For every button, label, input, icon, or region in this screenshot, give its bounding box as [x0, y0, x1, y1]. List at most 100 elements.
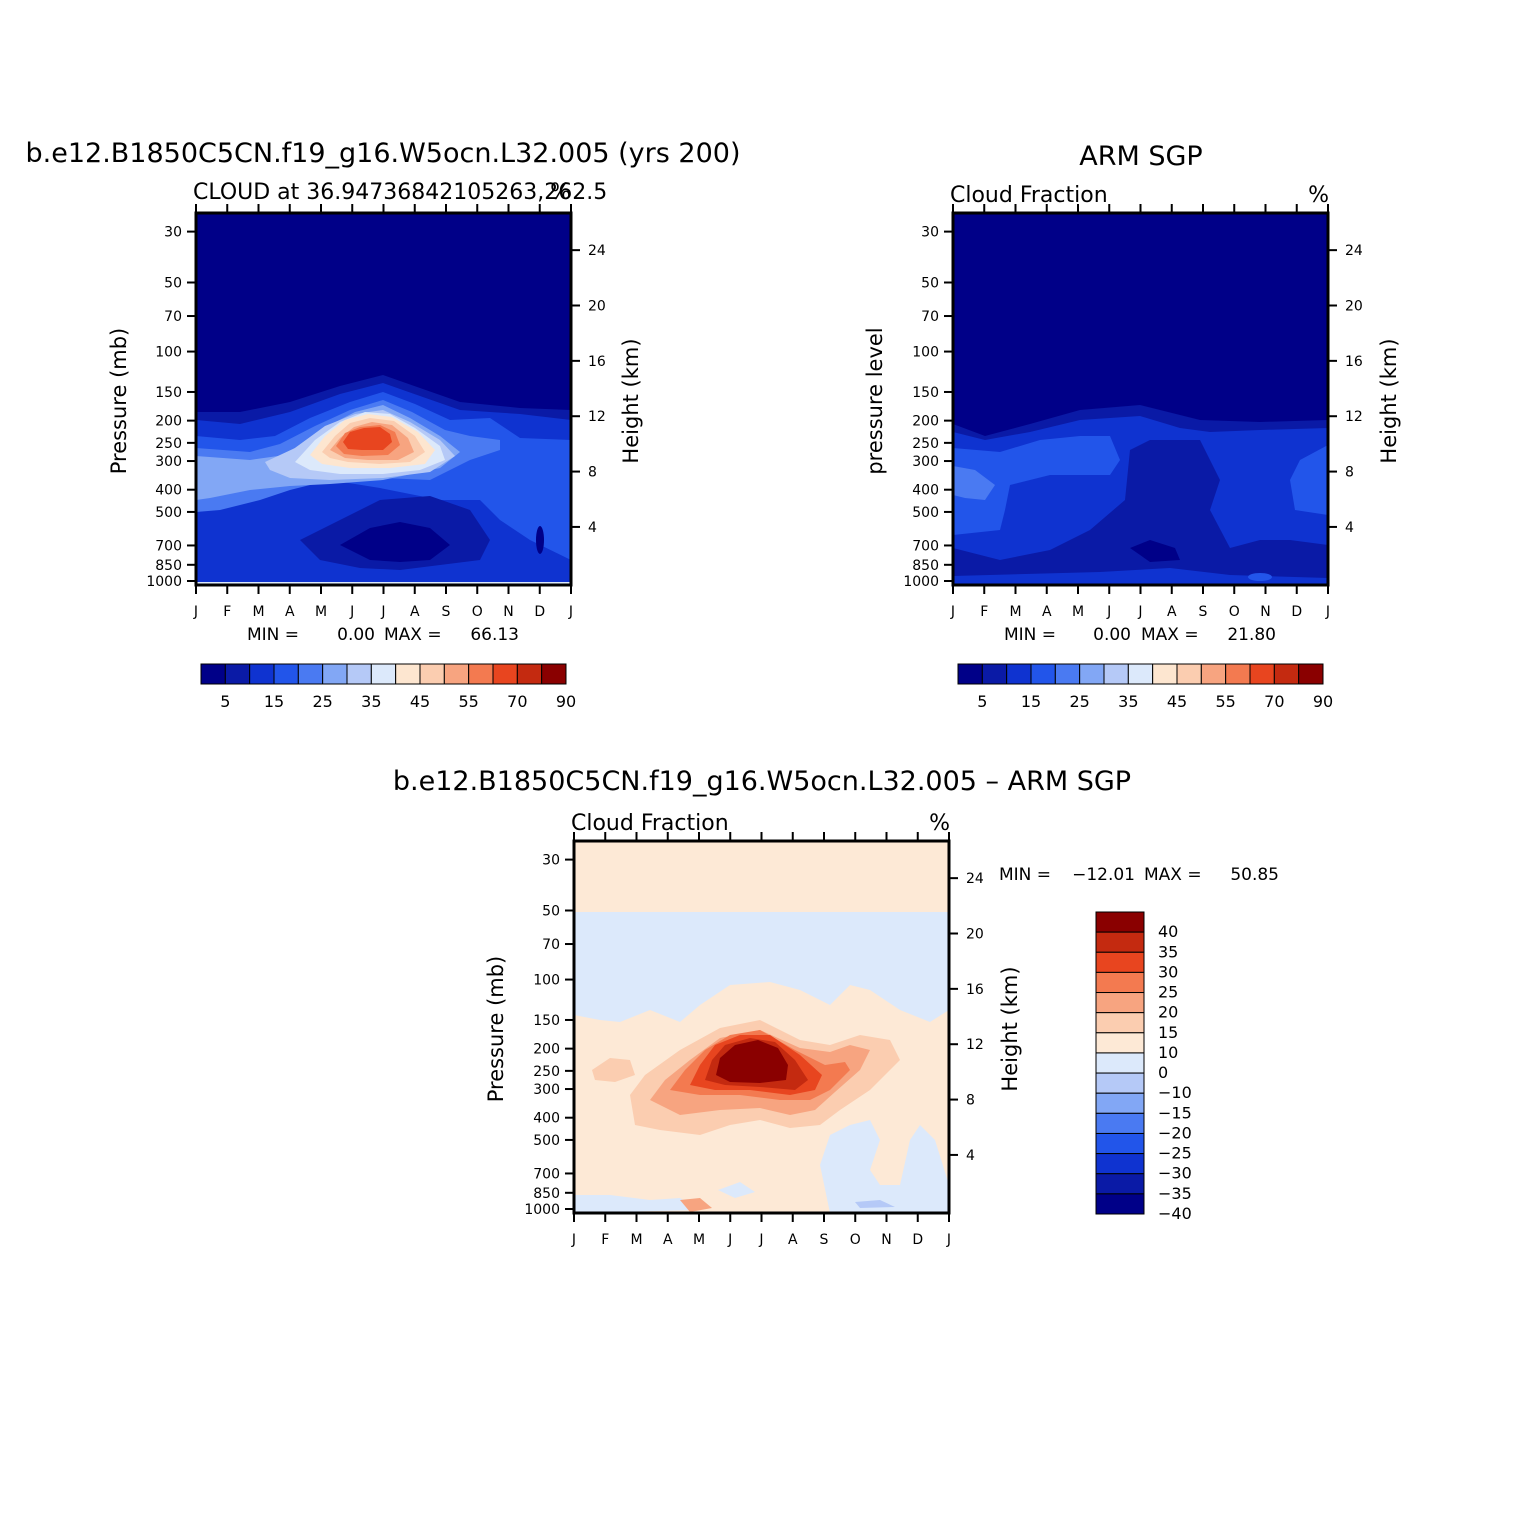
diff-x-tick-label: J	[727, 1232, 732, 1248]
model-y-tick-label: 50	[164, 275, 182, 291]
model-colorbar-box	[395, 663, 421, 685]
diff-colorbar-label: −25	[1158, 1144, 1192, 1163]
arm-max-label: MAX =	[1141, 625, 1199, 645]
diff-y-tick-label: 70	[542, 937, 560, 953]
model-colorbar-box	[297, 663, 324, 685]
model-y-right-tick-label: 20	[588, 299, 606, 315]
arm-x-tick-label: J	[950, 604, 955, 620]
arm-x-tick-label: N	[1260, 604, 1270, 620]
diff-x-tick-label: J	[571, 1232, 576, 1248]
diff-colorbar-label: 35	[1158, 942, 1178, 961]
diff-y-tick-label: 200	[533, 1042, 560, 1058]
arm-colorbar-box	[1298, 663, 1324, 685]
diff-x-tick-label: M	[693, 1232, 705, 1248]
panel-arm: ARM SGP Cloud Fraction % pressure level …	[863, 141, 1401, 711]
model-colorbar-box	[516, 663, 543, 685]
arm-y-right-tick-label: 16	[1345, 354, 1363, 370]
panel-arm-subtitle-left: Cloud Fraction	[950, 183, 1108, 208]
model-colorbar-box	[468, 663, 494, 685]
model-y-right-tick-label: 8	[588, 465, 597, 481]
panel-model-subtitle-left: CLOUD at 36.94736842105263,262.5	[193, 180, 607, 205]
diff-colorbar-label: −40	[1158, 1204, 1192, 1223]
diff-contour-surface-warm	[680, 1198, 712, 1212]
arm-y-axis-label: pressure level	[863, 327, 887, 474]
diff-y-tick-label: 300	[533, 1082, 560, 1098]
arm-y-axis-label-right: Height (km)	[1377, 338, 1401, 463]
arm-y-right-tick-label: 8	[1345, 465, 1354, 481]
diff-colorbar-box	[1095, 931, 1145, 953]
model-colorbar-label: 35	[361, 692, 381, 711]
model-x-tick-label: J	[380, 604, 385, 620]
diff-colorbar-box	[1095, 951, 1145, 973]
diff-colorbar	[1095, 911, 1145, 1215]
arm-colorbar-label: 15	[1021, 692, 1041, 711]
arm-y-tick-label: 100	[912, 345, 939, 361]
diff-colorbar-label: 25	[1158, 983, 1178, 1002]
diff-y-tick-label: 850	[533, 1186, 560, 1202]
model-min-value: 0.00	[337, 625, 375, 645]
diff-colorbar-label: −30	[1158, 1164, 1192, 1183]
arm-colorbar-box	[981, 663, 1008, 685]
model-y-right-tick-label: 16	[588, 354, 606, 370]
diff-colorbar-box	[1095, 1193, 1145, 1215]
arm-y-tick-label: 70	[921, 309, 939, 325]
diff-contour-level-40	[716, 1040, 788, 1083]
model-y-tick-label: 70	[164, 309, 182, 325]
diff-y-right-tick-label: 8	[966, 1093, 975, 1109]
diff-y-right-tick-label: 4	[966, 1148, 975, 1164]
diff-colorbar-label: 10	[1158, 1043, 1178, 1062]
diff-colorbar-label: −20	[1158, 1123, 1192, 1142]
model-x-tick-label: A	[285, 604, 295, 620]
diff-contour-level-15-left	[592, 1058, 635, 1082]
arm-colorbar-box	[1225, 663, 1251, 685]
diff-colorbar-box	[1095, 1012, 1145, 1034]
model-y-tick-label: 500	[155, 505, 182, 521]
model-colorbar-box	[541, 663, 567, 685]
arm-colorbar-label: 45	[1167, 692, 1187, 711]
diff-colorbar-box	[1095, 1153, 1145, 1175]
arm-contour-level-4	[953, 466, 995, 500]
model-colorbar-labels: 5 15 25 35 45 55 70 90	[220, 692, 576, 711]
diff-x-tick-label: F	[601, 1232, 609, 1248]
diff-colorbar-label: 40	[1158, 922, 1178, 941]
diff-colorbar-label: 30	[1158, 962, 1178, 981]
model-y-tick-label: 700	[155, 538, 182, 554]
arm-x-tick-label: S	[1199, 604, 1208, 620]
arm-colorbar-box	[1249, 663, 1275, 685]
diff-y-axis-label-right: Height (km)	[998, 966, 1022, 1091]
diff-y-tick-label: 700	[533, 1166, 560, 1182]
model-x-tick-label: A	[410, 604, 420, 620]
diff-colorbar-label: 15	[1158, 1023, 1178, 1042]
diff-min-value: −12.01	[1072, 865, 1135, 885]
model-y-tick-label: 300	[155, 454, 182, 470]
model-contour-level-low-2	[340, 522, 450, 562]
diff-y-tick-label: 150	[533, 1013, 560, 1029]
model-minmax: MIN = 0.00 MAX = 66.13	[247, 625, 519, 645]
arm-y-right-tick-label: 4	[1345, 520, 1354, 536]
arm-colorbar-label: 55	[1215, 692, 1235, 711]
diff-y-tick-label: 1000	[524, 1202, 560, 1218]
model-colorbar-box	[443, 663, 470, 685]
model-y-tick-label: 850	[155, 558, 182, 574]
model-x-tick-label: M	[252, 604, 264, 620]
arm-colorbar-box	[1176, 663, 1202, 685]
model-y-tick-label: 150	[155, 385, 182, 401]
model-colorbar-label: 90	[556, 692, 576, 711]
model-x-tick-label: J	[193, 604, 198, 620]
model-x-tick-label: J	[349, 604, 354, 620]
arm-contour-surface-band	[953, 568, 1328, 585]
diff-y-axis-label: Pressure (mb)	[484, 956, 508, 1103]
diff-y-tick-label: 400	[533, 1111, 560, 1127]
arm-contour-level-3b	[1290, 445, 1328, 515]
arm-colorbar-label: 35	[1118, 692, 1138, 711]
arm-colorbar-box	[1152, 663, 1178, 685]
diff-colorbar-label: 20	[1158, 1003, 1178, 1022]
arm-y-tick-label: 1000	[903, 574, 939, 590]
model-contour-spot	[536, 526, 544, 554]
model-x-tick-label: M	[315, 604, 327, 620]
model-x-tick-label: O	[472, 604, 483, 620]
diff-colorbar-box	[1095, 1132, 1145, 1155]
